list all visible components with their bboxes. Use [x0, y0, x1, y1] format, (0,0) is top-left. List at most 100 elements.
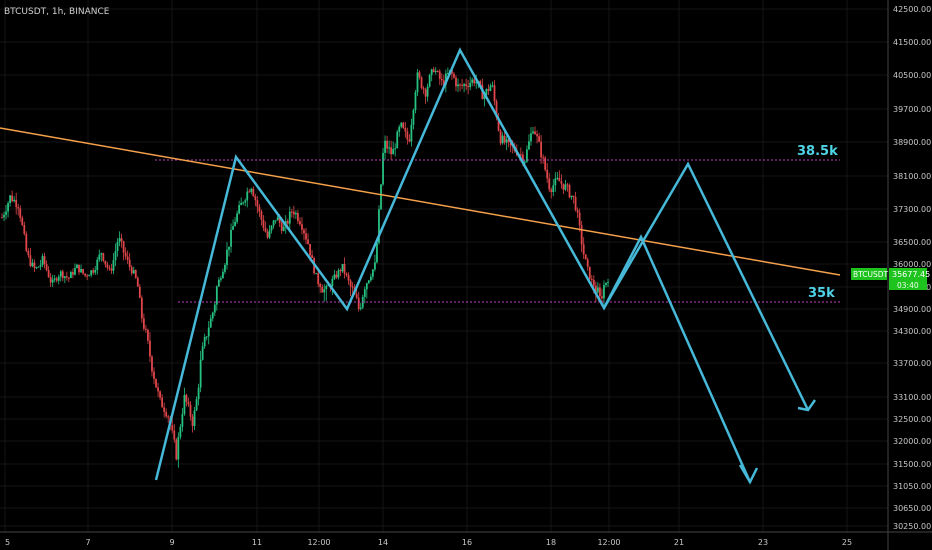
candle-body — [371, 269, 374, 277]
candle — [238, 200, 241, 215]
price-tick-label: 30650.00 — [893, 504, 931, 513]
candle-body — [31, 262, 34, 267]
candle-body — [171, 425, 174, 431]
candle — [268, 225, 271, 239]
candle-body — [446, 73, 449, 75]
candle — [548, 172, 551, 193]
candle — [224, 263, 226, 275]
candle — [49, 273, 52, 287]
candle — [465, 78, 468, 91]
price-tick-label: 33100.00 — [893, 393, 931, 402]
candle — [578, 208, 581, 232]
candle — [234, 217, 236, 227]
candle — [305, 227, 307, 245]
candle-body — [49, 277, 52, 283]
candle-body — [451, 70, 453, 74]
candle — [187, 397, 190, 407]
candle-body — [116, 241, 119, 252]
candle-body — [406, 131, 409, 140]
candle — [580, 220, 583, 253]
candle-body — [147, 329, 149, 341]
candle — [33, 259, 36, 272]
candle-body — [226, 249, 228, 265]
candle — [294, 210, 297, 220]
candle-body — [142, 318, 145, 329]
candle-body — [299, 221, 301, 225]
candle — [205, 335, 208, 341]
candle — [382, 147, 384, 186]
candle — [193, 406, 196, 431]
candle — [432, 66, 435, 73]
candle-body — [205, 336, 208, 338]
candle-body — [102, 253, 105, 261]
candle-body — [248, 191, 251, 193]
candle-body — [521, 154, 524, 163]
candle — [59, 270, 62, 282]
candle — [260, 209, 263, 226]
candle-body — [526, 149, 528, 162]
candle — [467, 80, 470, 95]
candle-body — [495, 101, 498, 118]
candle-body — [534, 131, 536, 135]
candle — [365, 282, 368, 299]
candle — [596, 282, 599, 294]
candle-body — [357, 297, 360, 309]
candle-body — [536, 134, 538, 137]
candle-body — [428, 74, 431, 87]
candle-body — [86, 275, 89, 277]
candle — [422, 86, 425, 94]
candle-body — [254, 196, 257, 201]
time-tick-label: 25 — [842, 538, 852, 547]
candle — [254, 193, 257, 207]
candle-body — [345, 273, 348, 276]
candle-body — [465, 84, 468, 87]
candle — [29, 247, 32, 268]
candle-body — [341, 263, 344, 272]
candle-body — [564, 184, 567, 190]
candle — [321, 284, 324, 293]
candle-body — [584, 254, 587, 260]
candle — [153, 367, 155, 385]
candle — [86, 273, 89, 281]
candle-body — [402, 122, 405, 129]
candle — [446, 67, 449, 75]
price-tick-label: 36500.00 — [893, 238, 931, 247]
candle-body — [416, 72, 419, 93]
candle-body — [264, 227, 267, 232]
candle-body — [592, 279, 595, 286]
candle — [586, 257, 589, 271]
candle — [461, 78, 463, 90]
candle-body — [376, 242, 378, 263]
candle-body — [434, 71, 437, 73]
candle-body — [485, 89, 488, 96]
candle-body — [92, 270, 95, 273]
candle-body — [303, 229, 305, 234]
candle-body — [157, 387, 159, 392]
candle — [455, 75, 457, 92]
candle-body — [258, 206, 261, 212]
candle-body — [444, 73, 447, 85]
candle-body — [262, 219, 265, 228]
candle — [574, 191, 577, 212]
candle — [436, 70, 439, 73]
candle-body — [442, 80, 445, 85]
candle-body — [390, 147, 393, 155]
time-tick-label: 23 — [758, 538, 768, 547]
candle-body — [394, 148, 397, 150]
candle-body — [21, 217, 24, 225]
arrow-head-main — [738, 464, 759, 485]
candle-body — [144, 328, 147, 330]
candle — [185, 393, 188, 407]
candle — [290, 208, 293, 218]
candle — [1, 213, 3, 219]
candle — [197, 383, 200, 406]
candle — [404, 122, 407, 138]
candle — [489, 83, 492, 92]
candle-body — [153, 371, 155, 379]
candle — [426, 83, 429, 102]
candle — [408, 134, 411, 143]
candle — [388, 140, 391, 155]
time-axis[interactable]: 5 7 9 11 12:00 14 16 18 12:00 21 23 25 — [0, 531, 932, 547]
candle-body — [155, 378, 157, 388]
